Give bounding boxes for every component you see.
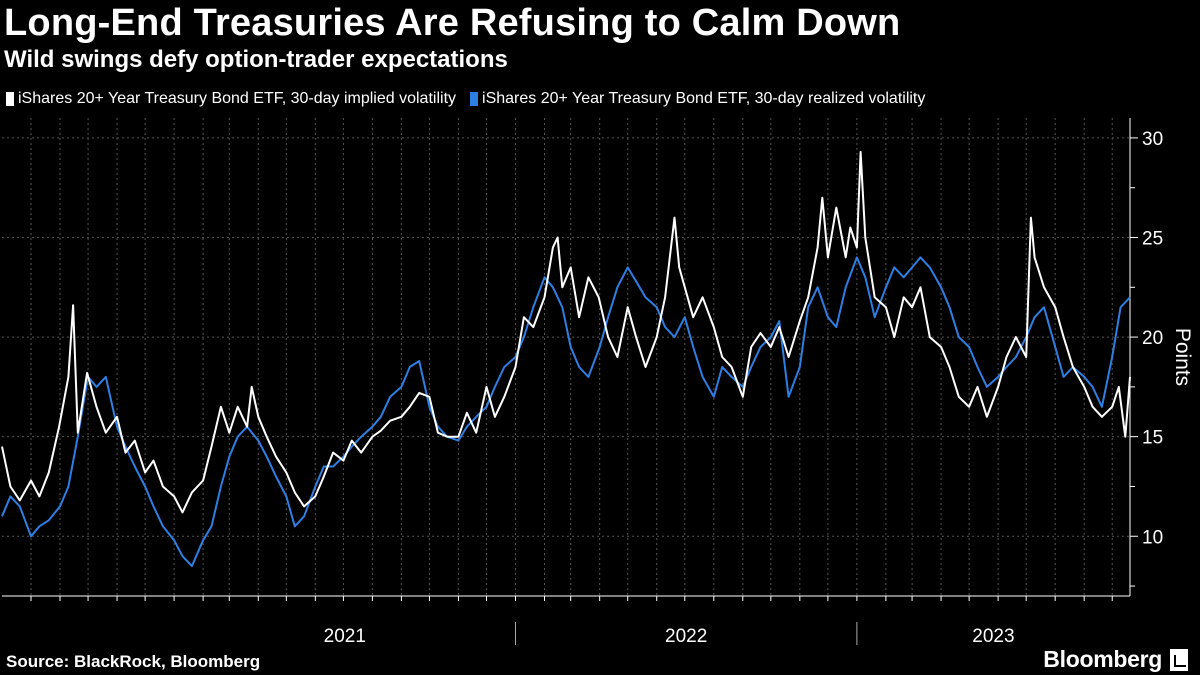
- legend-label-realized: iShares 20+ Year Treasury Bond ETF, 30-d…: [482, 90, 926, 107]
- x-year-label: 2021: [324, 626, 366, 647]
- y-tick-label: 15: [1142, 428, 1163, 449]
- axes: 10 15 20 25 30 2021 2022 2023 Points: [2, 118, 1194, 647]
- series-line-implied: [1, 150, 1131, 514]
- y-tick-label: 25: [1142, 229, 1163, 250]
- grid: [2, 118, 1130, 596]
- series-lines: [1, 150, 1131, 568]
- series-line-realized: [1, 256, 1131, 568]
- legend-swatch-realized: [470, 92, 479, 106]
- y-tick-label: 10: [1142, 527, 1163, 548]
- legend: iShares 20+ Year Treasury Bond ETF, 30-d…: [6, 90, 939, 108]
- brand-mark-icon: [1170, 648, 1188, 671]
- x-year-label: 2023: [972, 626, 1014, 647]
- brand-logo: Bloomberg: [1043, 646, 1188, 673]
- legend-item-implied: iShares 20+ Year Treasury Bond ETF, 30-d…: [6, 90, 456, 108]
- y-tick-label: 30: [1142, 129, 1163, 150]
- legend-swatch-implied: [6, 92, 14, 106]
- legend-label-implied: iShares 20+ Year Treasury Bond ETF, 30-d…: [18, 90, 457, 107]
- brand-name: Bloomberg: [1043, 646, 1162, 672]
- y-axis-title: Points: [1171, 328, 1194, 386]
- chart-title: Long-End Treasuries Are Refusing to Calm…: [4, 2, 901, 44]
- legend-item-realized: iShares 20+ Year Treasury Bond ETF, 30-d…: [470, 90, 925, 108]
- y-tick-label: 20: [1142, 328, 1163, 349]
- source-note: Source: BlackRock, Bloomberg: [6, 652, 261, 671]
- chart-subtitle: Wild swings defy option-trader expectati…: [4, 46, 508, 73]
- x-year-label: 2022: [665, 626, 707, 647]
